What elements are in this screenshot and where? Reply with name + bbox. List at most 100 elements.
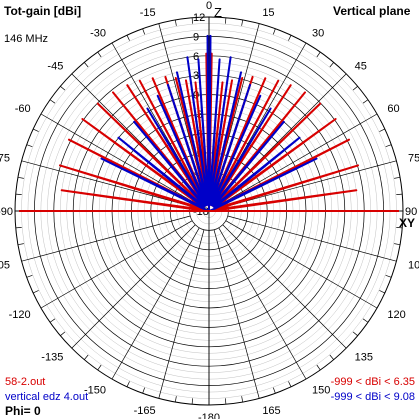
- spoke-line: [21, 215, 191, 262]
- outer-tick: [126, 35, 130, 41]
- outer-tick: [26, 274, 33, 278]
- outer-tick: [142, 387, 146, 394]
- outer-tick: [84, 62, 89, 68]
- outer-tick: [316, 51, 321, 58]
- outer-tick: [352, 331, 358, 336]
- frequency-label: 146 MHz: [4, 33, 49, 45]
- spoke-line: [111, 227, 200, 380]
- spoke-line: [227, 215, 397, 262]
- outer-tick: [379, 128, 385, 132]
- angle-tick-label: 30: [312, 28, 324, 40]
- angle-tick-label: 150: [312, 384, 330, 396]
- outer-tick: [396, 227, 403, 229]
- angle-tick-label: 60: [387, 103, 399, 115]
- angle-tick-label: -75: [0, 153, 10, 165]
- angle-tick-label: 75: [408, 153, 419, 165]
- spoke-line: [71, 224, 196, 349]
- outer-tick: [174, 396, 177, 403]
- angle-tick-label: -90: [0, 206, 13, 218]
- range2-label: -999 < dBi < 9.08: [330, 391, 415, 403]
- outer-tick: [362, 99, 369, 104]
- phi-label: Phi= 0: [5, 404, 41, 418]
- spoke-line: [40, 113, 193, 202]
- outer-tick: [17, 176, 24, 179]
- outer-tick: [15, 193, 22, 195]
- angle-tick-label: 120: [387, 309, 405, 321]
- outer-tick: [142, 28, 146, 35]
- spoke-line: [225, 220, 378, 309]
- outer-tick: [241, 396, 244, 403]
- outer-tick: [97, 364, 102, 371]
- radial-tick-label: 6: [193, 51, 199, 63]
- angle-tick-label: -180: [198, 412, 220, 419]
- spoke-line: [227, 160, 397, 207]
- angle-tick-label: -120: [9, 309, 31, 321]
- angle-tick-label: 45: [355, 60, 367, 72]
- radial-tick-label: 9: [193, 31, 199, 43]
- outer-tick: [385, 144, 392, 148]
- outer-tick: [60, 331, 66, 336]
- angle-tick-label: -150: [84, 384, 106, 396]
- outer-tick: [225, 17, 227, 24]
- file2-label: vertical edz 4.out: [5, 391, 89, 403]
- outer-tick: [191, 398, 193, 405]
- outer-tick: [272, 387, 276, 394]
- outer-tick: [329, 354, 334, 360]
- angle-tick-label: -165: [134, 405, 156, 417]
- angle-tick-label: -45: [47, 60, 63, 72]
- outer-tick: [394, 243, 401, 246]
- series-58-2-trace: [208, 52, 359, 212]
- outer-tick: [26, 144, 33, 148]
- outer-tick: [225, 398, 227, 405]
- outer-tick: [15, 227, 22, 229]
- outer-tick: [174, 19, 177, 26]
- spoke-line: [40, 220, 193, 309]
- outer-tick: [394, 176, 401, 179]
- spoke-line: [222, 224, 347, 349]
- plane-label: Vertical plane: [333, 4, 411, 18]
- outer-tick: [33, 128, 39, 132]
- outer-tick: [329, 62, 334, 68]
- outer-tick: [396, 193, 403, 195]
- radial-tick-label: 3: [193, 70, 199, 82]
- series-58-2-trace: [59, 52, 210, 212]
- angle-tick-label: -105: [0, 259, 10, 271]
- spoke-line: [213, 229, 260, 399]
- angle-tick-label: 90: [405, 206, 417, 218]
- outer-tick: [385, 274, 392, 278]
- xy-axis-label: XY: [399, 216, 416, 230]
- outer-tick: [191, 17, 193, 24]
- angle-tick-label: -135: [41, 352, 63, 364]
- outer-tick: [17, 243, 24, 246]
- angle-tick-label: 105: [408, 259, 419, 271]
- outer-tick: [288, 381, 292, 387]
- outer-tick: [362, 318, 369, 323]
- plot-title: Tot-gain [dBi]: [4, 4, 82, 18]
- outer-tick: [126, 381, 130, 387]
- angle-tick-label: 15: [262, 7, 274, 19]
- series-vertical-edz-trace: [100, 34, 210, 212]
- outer-tick: [316, 364, 321, 371]
- angle-tick-label: 165: [262, 405, 280, 417]
- angle-tick-label: 0: [206, 0, 212, 12]
- outer-tick: [352, 86, 358, 91]
- angle-tick-label: 135: [355, 352, 373, 364]
- outer-tick: [379, 290, 385, 294]
- angle-tick-label: -60: [15, 103, 31, 115]
- outer-tick: [84, 354, 89, 360]
- spoke-line: [21, 160, 191, 207]
- spoke-line: [158, 229, 205, 399]
- outer-tick: [49, 99, 56, 104]
- series-vertical-edz-trace: [208, 34, 318, 212]
- angle-tick-label: -15: [140, 7, 156, 19]
- file1-label: 58-2.out: [5, 376, 46, 388]
- spoke-line: [225, 113, 378, 202]
- outer-tick: [97, 51, 102, 58]
- z-axis-label: Z: [214, 5, 222, 20]
- outer-tick: [60, 86, 66, 91]
- spoke-line: [218, 227, 307, 380]
- range1-label: -999 < dBi < 6.35: [330, 376, 415, 388]
- radial-tick-label: 12: [193, 12, 205, 24]
